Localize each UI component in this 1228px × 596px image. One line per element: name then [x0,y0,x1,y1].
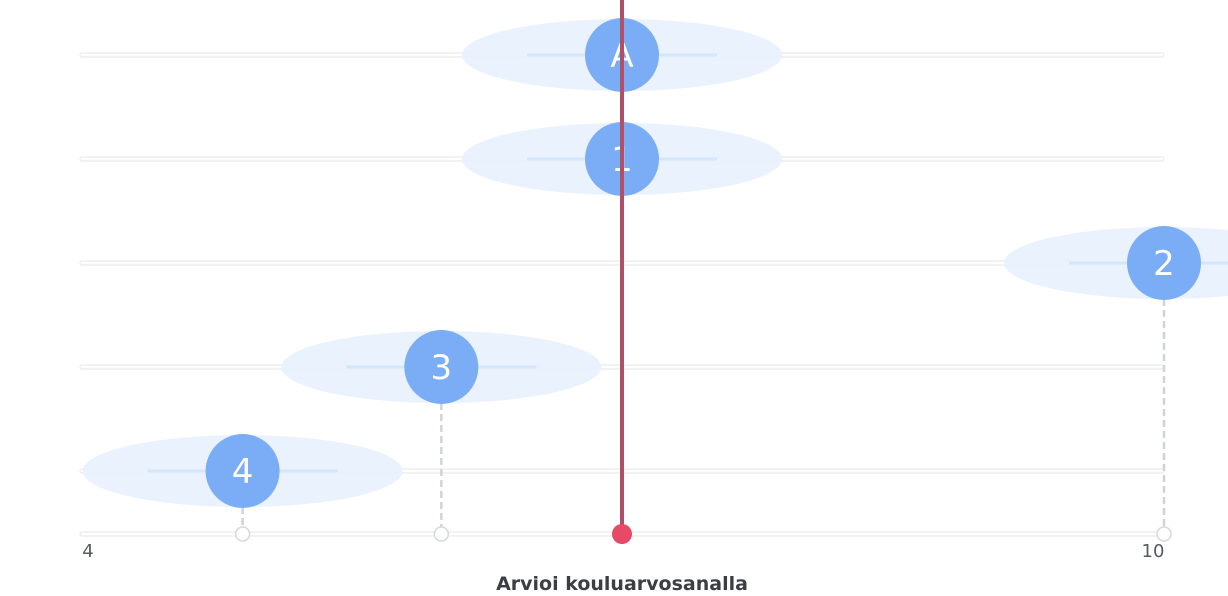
marker-label-2: 2 [1153,244,1175,284]
axis-dot-3 [433,526,450,542]
x-axis: 4 10 Arvioi kouluarvosanalla [82,541,1164,595]
rating-markers[interactable]: A1234 [205,18,1201,508]
marker-4[interactable] [205,434,280,508]
marker-label-3: 3 [431,348,453,388]
marker-label-4: 4 [232,452,254,492]
reference-line[interactable] [612,0,632,544]
axis-dot-2 [1156,526,1172,542]
axis-dot-4 [234,526,251,542]
marker-2[interactable] [1127,226,1201,300]
x-tick-min: 4 [82,541,93,562]
x-tick-max: 10 [1142,541,1165,562]
reference-handle[interactable] [612,524,632,544]
x-axis-title: Arvioi kouluarvosanalla [496,573,748,595]
marker-3[interactable] [404,330,479,404]
